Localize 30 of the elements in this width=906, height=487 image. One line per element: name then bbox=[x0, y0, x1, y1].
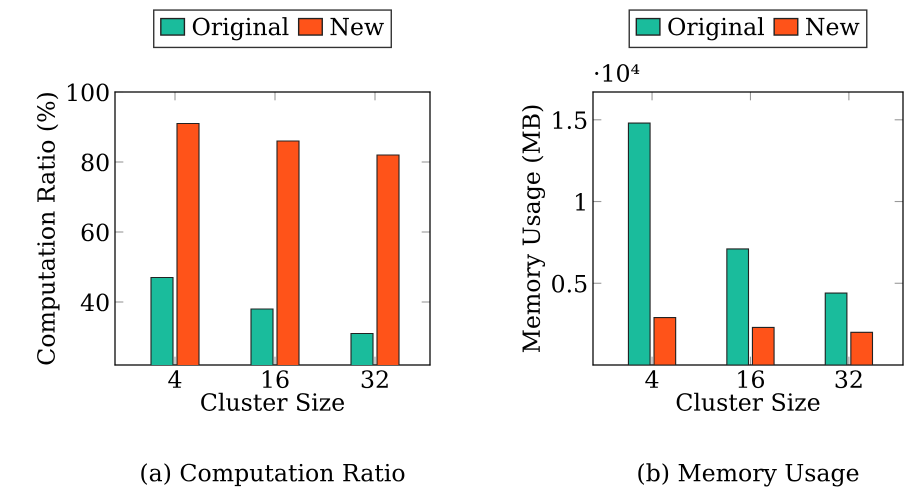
y-axis-title: Memory Usage (MB) bbox=[522, 106, 546, 352]
bar bbox=[726, 248, 750, 365]
y-tick-label: 100 bbox=[68, 83, 109, 102]
y-axis-title: Computation Ratio (%) bbox=[36, 93, 60, 364]
bar bbox=[824, 292, 848, 365]
x-tick-label: 16 bbox=[738, 370, 764, 388]
x-axis-title: Cluster Size bbox=[201, 392, 344, 411]
legend-label: New bbox=[330, 18, 384, 36]
text: ·10⁴ bbox=[595, 64, 640, 82]
y-tick-label: 1.5 bbox=[553, 111, 586, 130]
x-tick-label: 4 bbox=[168, 370, 182, 388]
y-tick-label: 60 bbox=[82, 223, 109, 242]
x-tick-label: 16 bbox=[262, 370, 289, 388]
x-tick-label: 32 bbox=[362, 370, 388, 388]
legend-label: Original bbox=[192, 17, 288, 40]
legend-label: Original bbox=[668, 17, 764, 40]
bar bbox=[653, 317, 676, 365]
x-tick-label: 4 bbox=[645, 370, 658, 388]
bar bbox=[628, 122, 651, 365]
y-tick-label: 1 bbox=[576, 192, 585, 210]
y-tick-label: 80 bbox=[82, 153, 109, 172]
legend-label: New bbox=[806, 18, 860, 36]
y-tick-label: 40 bbox=[80, 293, 109, 312]
x-tick-label: 32 bbox=[836, 370, 862, 388]
bar bbox=[752, 326, 775, 365]
text: (a) Computation Ratio bbox=[141, 463, 404, 486]
text: (b) Memory Usage bbox=[638, 463, 858, 486]
x-axis-title: Cluster Size bbox=[676, 392, 820, 411]
bar bbox=[850, 332, 874, 365]
y-tick-label: 0.5 bbox=[552, 274, 586, 293]
